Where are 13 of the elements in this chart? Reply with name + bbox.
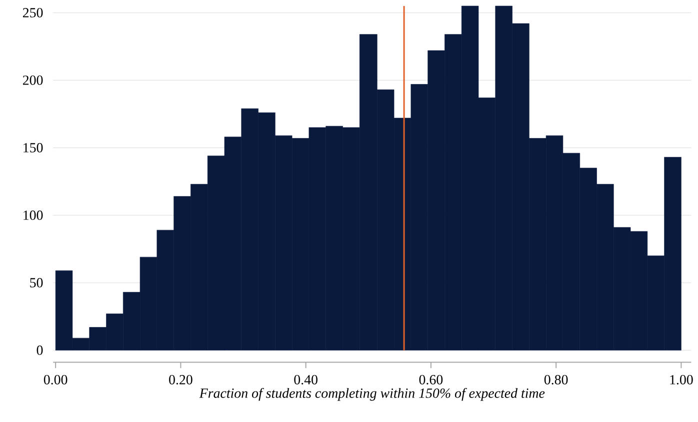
y-tick-label: 0 (36, 345, 43, 355)
x-tick-label: 0.40 (294, 374, 318, 384)
y-tick-label: 200 (22, 75, 43, 85)
y-tick-label: 100 (24, 210, 43, 220)
y-tick-label: 50 (30, 278, 43, 288)
y-tick-label: 250 (22, 8, 43, 18)
x-tick-label: 0.60 (419, 374, 443, 384)
x-axis-title: Fraction of students completing within 150% of expected time (199, 388, 545, 401)
x-tick-label: 0.20 (169, 374, 192, 384)
x-tick-label: 0.00 (44, 374, 68, 384)
x-tick-label: 1.00 (670, 374, 693, 384)
x-tick-label: 0.80 (544, 374, 568, 384)
y-tick-label: 150 (24, 142, 43, 152)
